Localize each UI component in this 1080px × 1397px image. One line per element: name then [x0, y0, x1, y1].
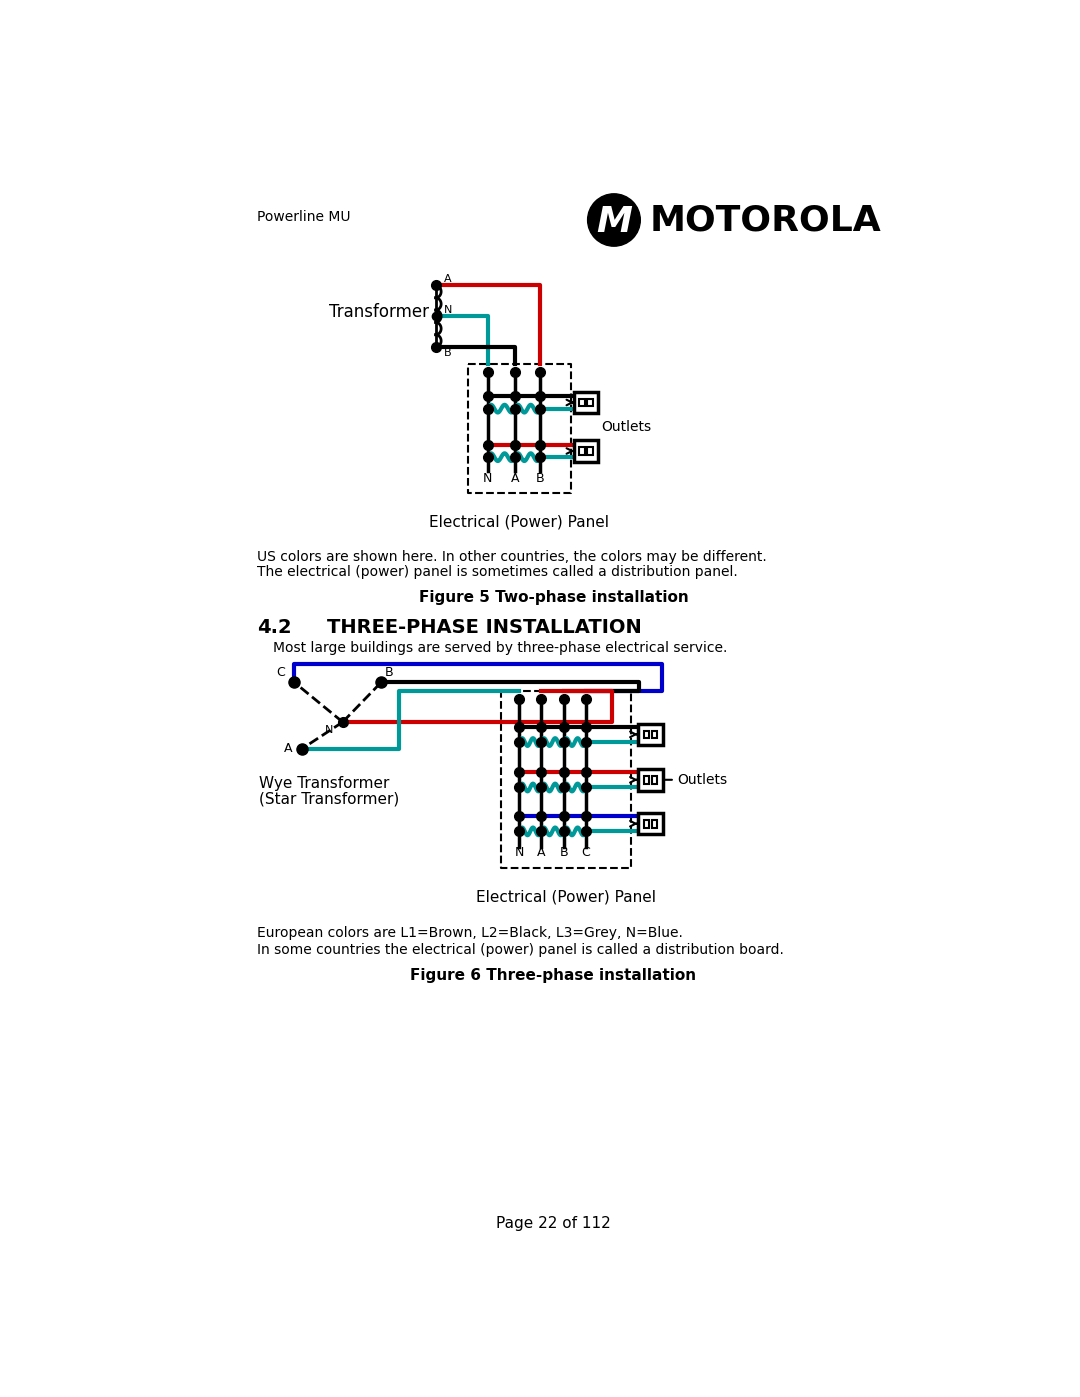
Bar — [580, 447, 585, 455]
Bar — [638, 768, 663, 791]
Text: 4.2: 4.2 — [257, 617, 292, 637]
Text: Powerline MU: Powerline MU — [257, 210, 351, 224]
Text: Page 22 of 112: Page 22 of 112 — [496, 1217, 611, 1231]
Bar — [644, 731, 649, 738]
Text: US colors are shown here. In other countries, the colors may be different.: US colors are shown here. In other count… — [257, 549, 767, 563]
Bar — [651, 775, 657, 784]
Text: European colors are L1=Brown, L2=Black, L3=Grey, N=Blue.: European colors are L1=Brown, L2=Black, … — [257, 926, 684, 940]
Circle shape — [588, 194, 640, 246]
Bar — [575, 391, 597, 414]
Text: A: A — [537, 847, 545, 859]
Text: N: N — [483, 472, 492, 485]
Text: N: N — [515, 847, 524, 859]
Text: Outlets: Outlets — [602, 419, 651, 433]
Text: (Star Transformer): (Star Transformer) — [259, 791, 400, 806]
Text: Wye Transformer: Wye Transformer — [259, 775, 390, 791]
Bar — [588, 398, 593, 407]
Text: MOTOROLA: MOTOROLA — [649, 204, 881, 237]
Text: N: N — [325, 725, 334, 735]
Text: B: B — [444, 348, 451, 358]
Text: In some countries the electrical (power) panel is called a distribution board.: In some countries the electrical (power)… — [257, 943, 784, 957]
Text: C: C — [582, 847, 591, 859]
Bar — [580, 398, 585, 407]
Text: Figure 6 Three-phase installation: Figure 6 Three-phase installation — [410, 968, 697, 983]
Bar — [651, 731, 657, 738]
Text: M: M — [596, 204, 632, 239]
Text: A: A — [444, 274, 451, 284]
Text: The electrical (power) panel is sometimes called a distribution panel.: The electrical (power) panel is sometime… — [257, 564, 739, 578]
Text: B: B — [384, 666, 393, 679]
Bar — [644, 820, 649, 827]
Text: A: A — [511, 472, 519, 485]
Text: C: C — [275, 666, 284, 679]
Text: Most large buildings are served by three-phase electrical service.: Most large buildings are served by three… — [273, 641, 727, 655]
Text: Outlets: Outlets — [643, 773, 728, 787]
Text: THREE-PHASE INSTALLATION: THREE-PHASE INSTALLATION — [327, 617, 642, 637]
Text: Electrical (Power) Panel: Electrical (Power) Panel — [430, 514, 609, 529]
Bar — [638, 724, 663, 745]
Text: B: B — [536, 472, 544, 485]
Text: Transformer: Transformer — [328, 303, 429, 321]
Text: N: N — [444, 306, 451, 316]
Text: A: A — [284, 742, 293, 756]
Bar — [638, 813, 663, 834]
Bar — [651, 820, 657, 827]
Text: Figure 5 Two-phase installation: Figure 5 Two-phase installation — [419, 590, 688, 605]
Text: B: B — [559, 847, 568, 859]
Text: Electrical (Power) Panel: Electrical (Power) Panel — [476, 890, 656, 905]
Bar — [575, 440, 597, 462]
Bar — [644, 775, 649, 784]
Bar — [588, 447, 593, 455]
